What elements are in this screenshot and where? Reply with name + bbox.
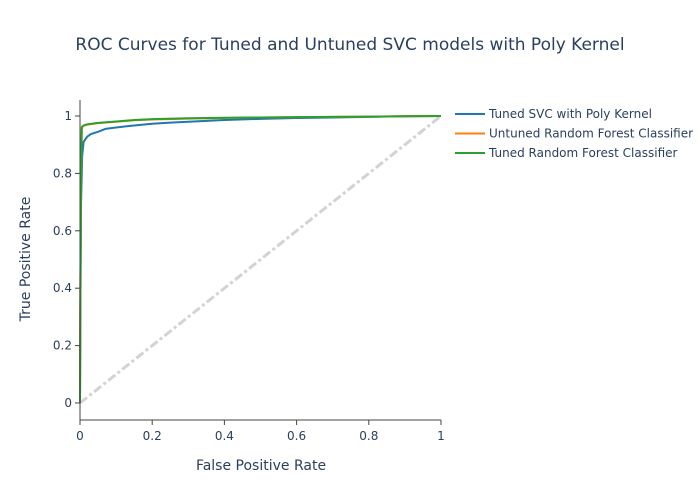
chart-title: ROC Curves for Tuned and Untuned SVC mod… (75, 35, 624, 55)
legend[interactable]: Tuned SVC with Poly Kernel Untuned Random… (455, 107, 693, 160)
y-tick-label: 0.8 (53, 166, 72, 180)
x-tick-label: 0.2 (143, 429, 162, 443)
chance-reference-line (79, 114, 442, 405)
x-tick-label: 0.6 (287, 429, 306, 443)
x-tick-label: 1 (437, 429, 445, 443)
y-tick-label: 1 (64, 109, 72, 123)
legend-item-1[interactable]: Tuned SVC with Poly Kernel (455, 107, 652, 121)
x-tick-label: 0 (76, 429, 84, 443)
y-tick-label: 0.6 (53, 224, 72, 238)
x-tick-label: 0.4 (215, 429, 234, 443)
legend-label: Untuned Random Forest Classifier (489, 127, 693, 141)
x-axis: 0 0.2 0.4 0.6 0.8 1 (76, 419, 445, 443)
legend-item-3[interactable]: Tuned Random Forest Classifier (455, 146, 678, 160)
plot-area (79, 114, 442, 405)
legend-item-2[interactable]: Untuned Random Forest Classifier (455, 127, 693, 141)
legend-label: Tuned SVC with Poly Kernel (488, 107, 652, 121)
x-axis-title: False Positive Rate (196, 458, 326, 474)
legend-label: Tuned Random Forest Classifier (488, 146, 678, 160)
y-axis-title: True Positive Rate (18, 197, 34, 323)
y-tick-label: 0.4 (53, 281, 72, 295)
x-tick-label: 0.8 (359, 429, 378, 443)
y-tick-label: 0 (64, 396, 72, 410)
series-line-3 (79, 115, 442, 404)
y-tick-label: 0.2 (53, 339, 72, 353)
y-axis: 0 0.2 0.4 0.6 0.8 1 (53, 100, 81, 420)
